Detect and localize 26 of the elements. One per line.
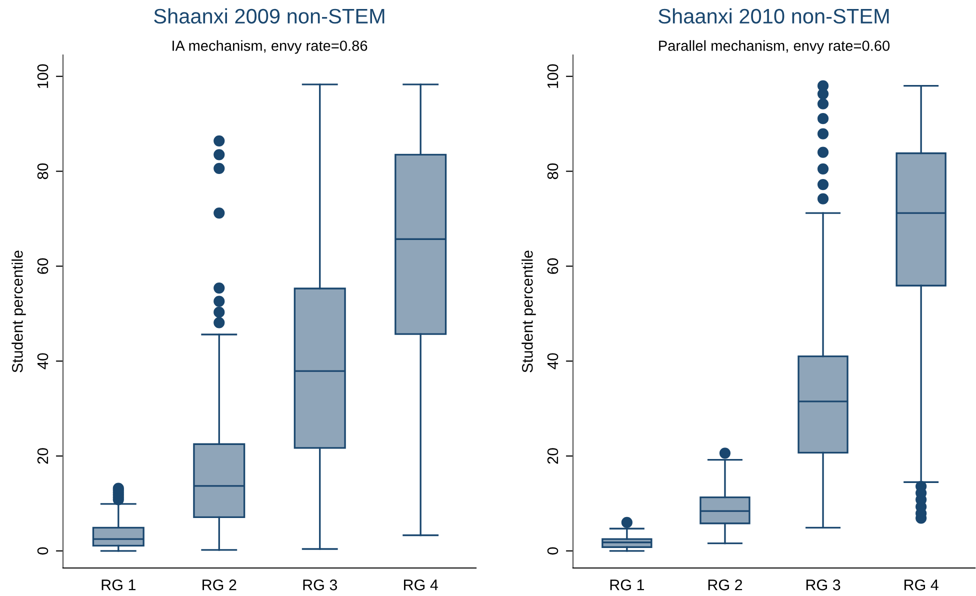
y-tick-label: 40 <box>547 353 558 370</box>
y-tick-label: 60 <box>37 258 48 274</box>
chart-title: Shaanxi 2010 non-STEM <box>658 8 889 24</box>
x-tick-label: RG 3 <box>806 580 840 590</box>
y-tick-label: 100 <box>37 64 48 88</box>
y-axis-title: Student percentile <box>12 250 26 372</box>
x-tick-label: RG 3 <box>303 580 338 590</box>
x-tick-label: RG 2 <box>202 580 236 590</box>
y-tick-label: 20 <box>37 448 48 464</box>
y-tick-label: 0 <box>547 547 558 555</box>
y-tick-label: 60 <box>547 258 558 274</box>
y-tick-label: 20 <box>547 448 558 464</box>
x-tick-label: RG 1 <box>102 580 136 590</box>
y-axis-title: Student percentile <box>522 250 536 372</box>
chart-subtitle: Parallel mechanism, envy rate=0.60 <box>659 40 890 54</box>
chart-subtitle: IA mechanism, envy rate=0.86 <box>172 40 368 54</box>
y-tick-label: 80 <box>547 163 558 180</box>
chart-title: Shaanxi 2009 non-STEM <box>154 8 384 24</box>
y-tick-label: 40 <box>37 353 48 370</box>
x-tick-label: RG 4 <box>904 580 938 590</box>
y-tick-label: 100 <box>547 64 558 88</box>
y-tick-label: 0 <box>37 547 48 555</box>
y-tick-label: 80 <box>37 163 48 180</box>
x-tick-label: RG 2 <box>708 580 742 590</box>
x-tick-label: RG 1 <box>610 580 644 590</box>
x-tick-label: RG 4 <box>404 580 438 590</box>
